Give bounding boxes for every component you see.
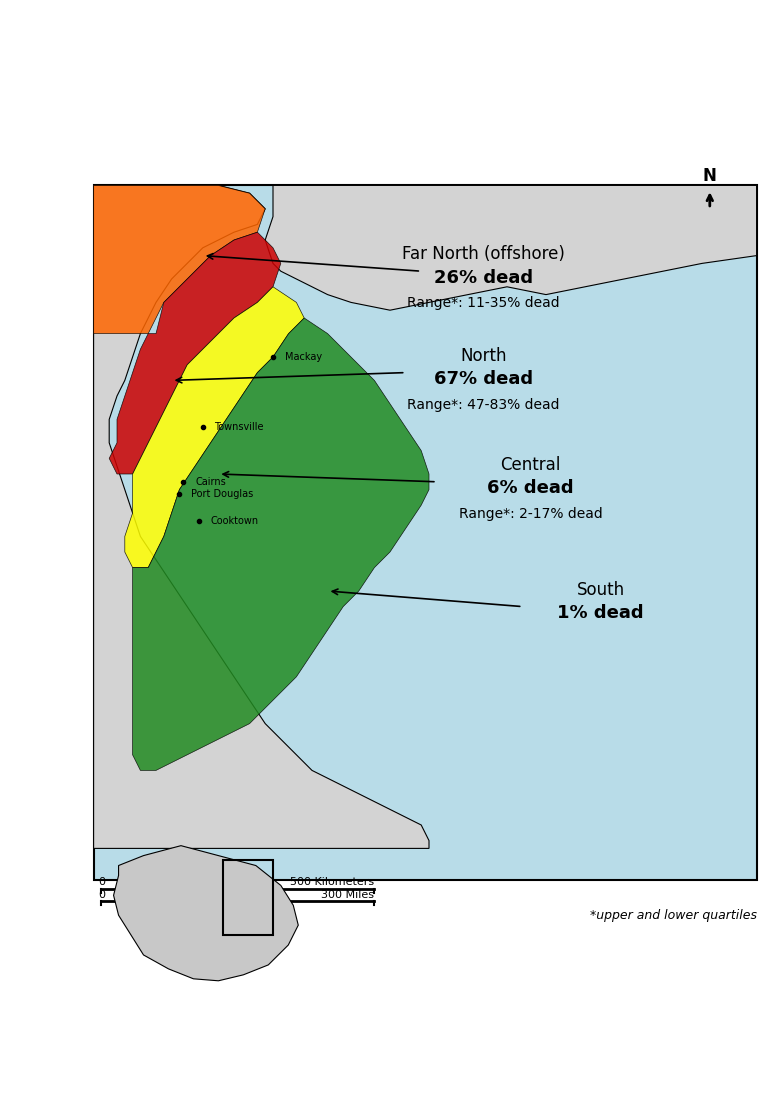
Text: Range*: 2-17% dead: Range*: 2-17% dead — [459, 507, 602, 521]
Polygon shape — [125, 287, 304, 567]
Text: North: North — [460, 347, 507, 364]
Text: 26% dead: 26% dead — [434, 268, 534, 287]
Text: 67% dead: 67% dead — [434, 370, 534, 389]
Text: 75: 75 — [162, 890, 177, 900]
Text: South: South — [576, 581, 625, 598]
Polygon shape — [265, 185, 757, 310]
Text: 0: 0 — [98, 877, 105, 887]
Text: *upper and lower quartiles: *upper and lower quartiles — [590, 910, 757, 923]
Text: Port Douglas: Port Douglas — [191, 488, 254, 499]
Text: 125: 125 — [159, 877, 180, 887]
Text: 150: 150 — [228, 890, 248, 900]
Text: 1% dead: 1% dead — [557, 604, 644, 623]
Text: Mackay: Mackay — [285, 352, 322, 362]
Text: 250: 250 — [227, 877, 249, 887]
Text: 6% dead: 6% dead — [487, 479, 574, 498]
Polygon shape — [109, 232, 281, 474]
Text: Range*: 47-83% dead: Range*: 47-83% dead — [407, 397, 560, 412]
Text: 300 Miles: 300 Miles — [321, 890, 374, 900]
Polygon shape — [94, 185, 429, 848]
Polygon shape — [94, 185, 265, 333]
Text: N: N — [703, 168, 717, 185]
Bar — [223, 860, 273, 935]
Text: Central: Central — [500, 456, 561, 474]
Polygon shape — [114, 846, 298, 980]
Text: Cairns: Cairns — [195, 477, 225, 487]
Bar — [94, 185, 757, 880]
Text: Range*: 11-35% dead: Range*: 11-35% dead — [407, 296, 560, 310]
Text: Townsville: Townsville — [215, 422, 264, 432]
Text: 0: 0 — [98, 890, 105, 900]
Polygon shape — [133, 318, 429, 771]
Text: Cooktown: Cooktown — [211, 516, 259, 526]
Text: 500 Kilometers: 500 Kilometers — [290, 877, 374, 887]
Text: Far North (offshore): Far North (offshore) — [402, 245, 565, 264]
